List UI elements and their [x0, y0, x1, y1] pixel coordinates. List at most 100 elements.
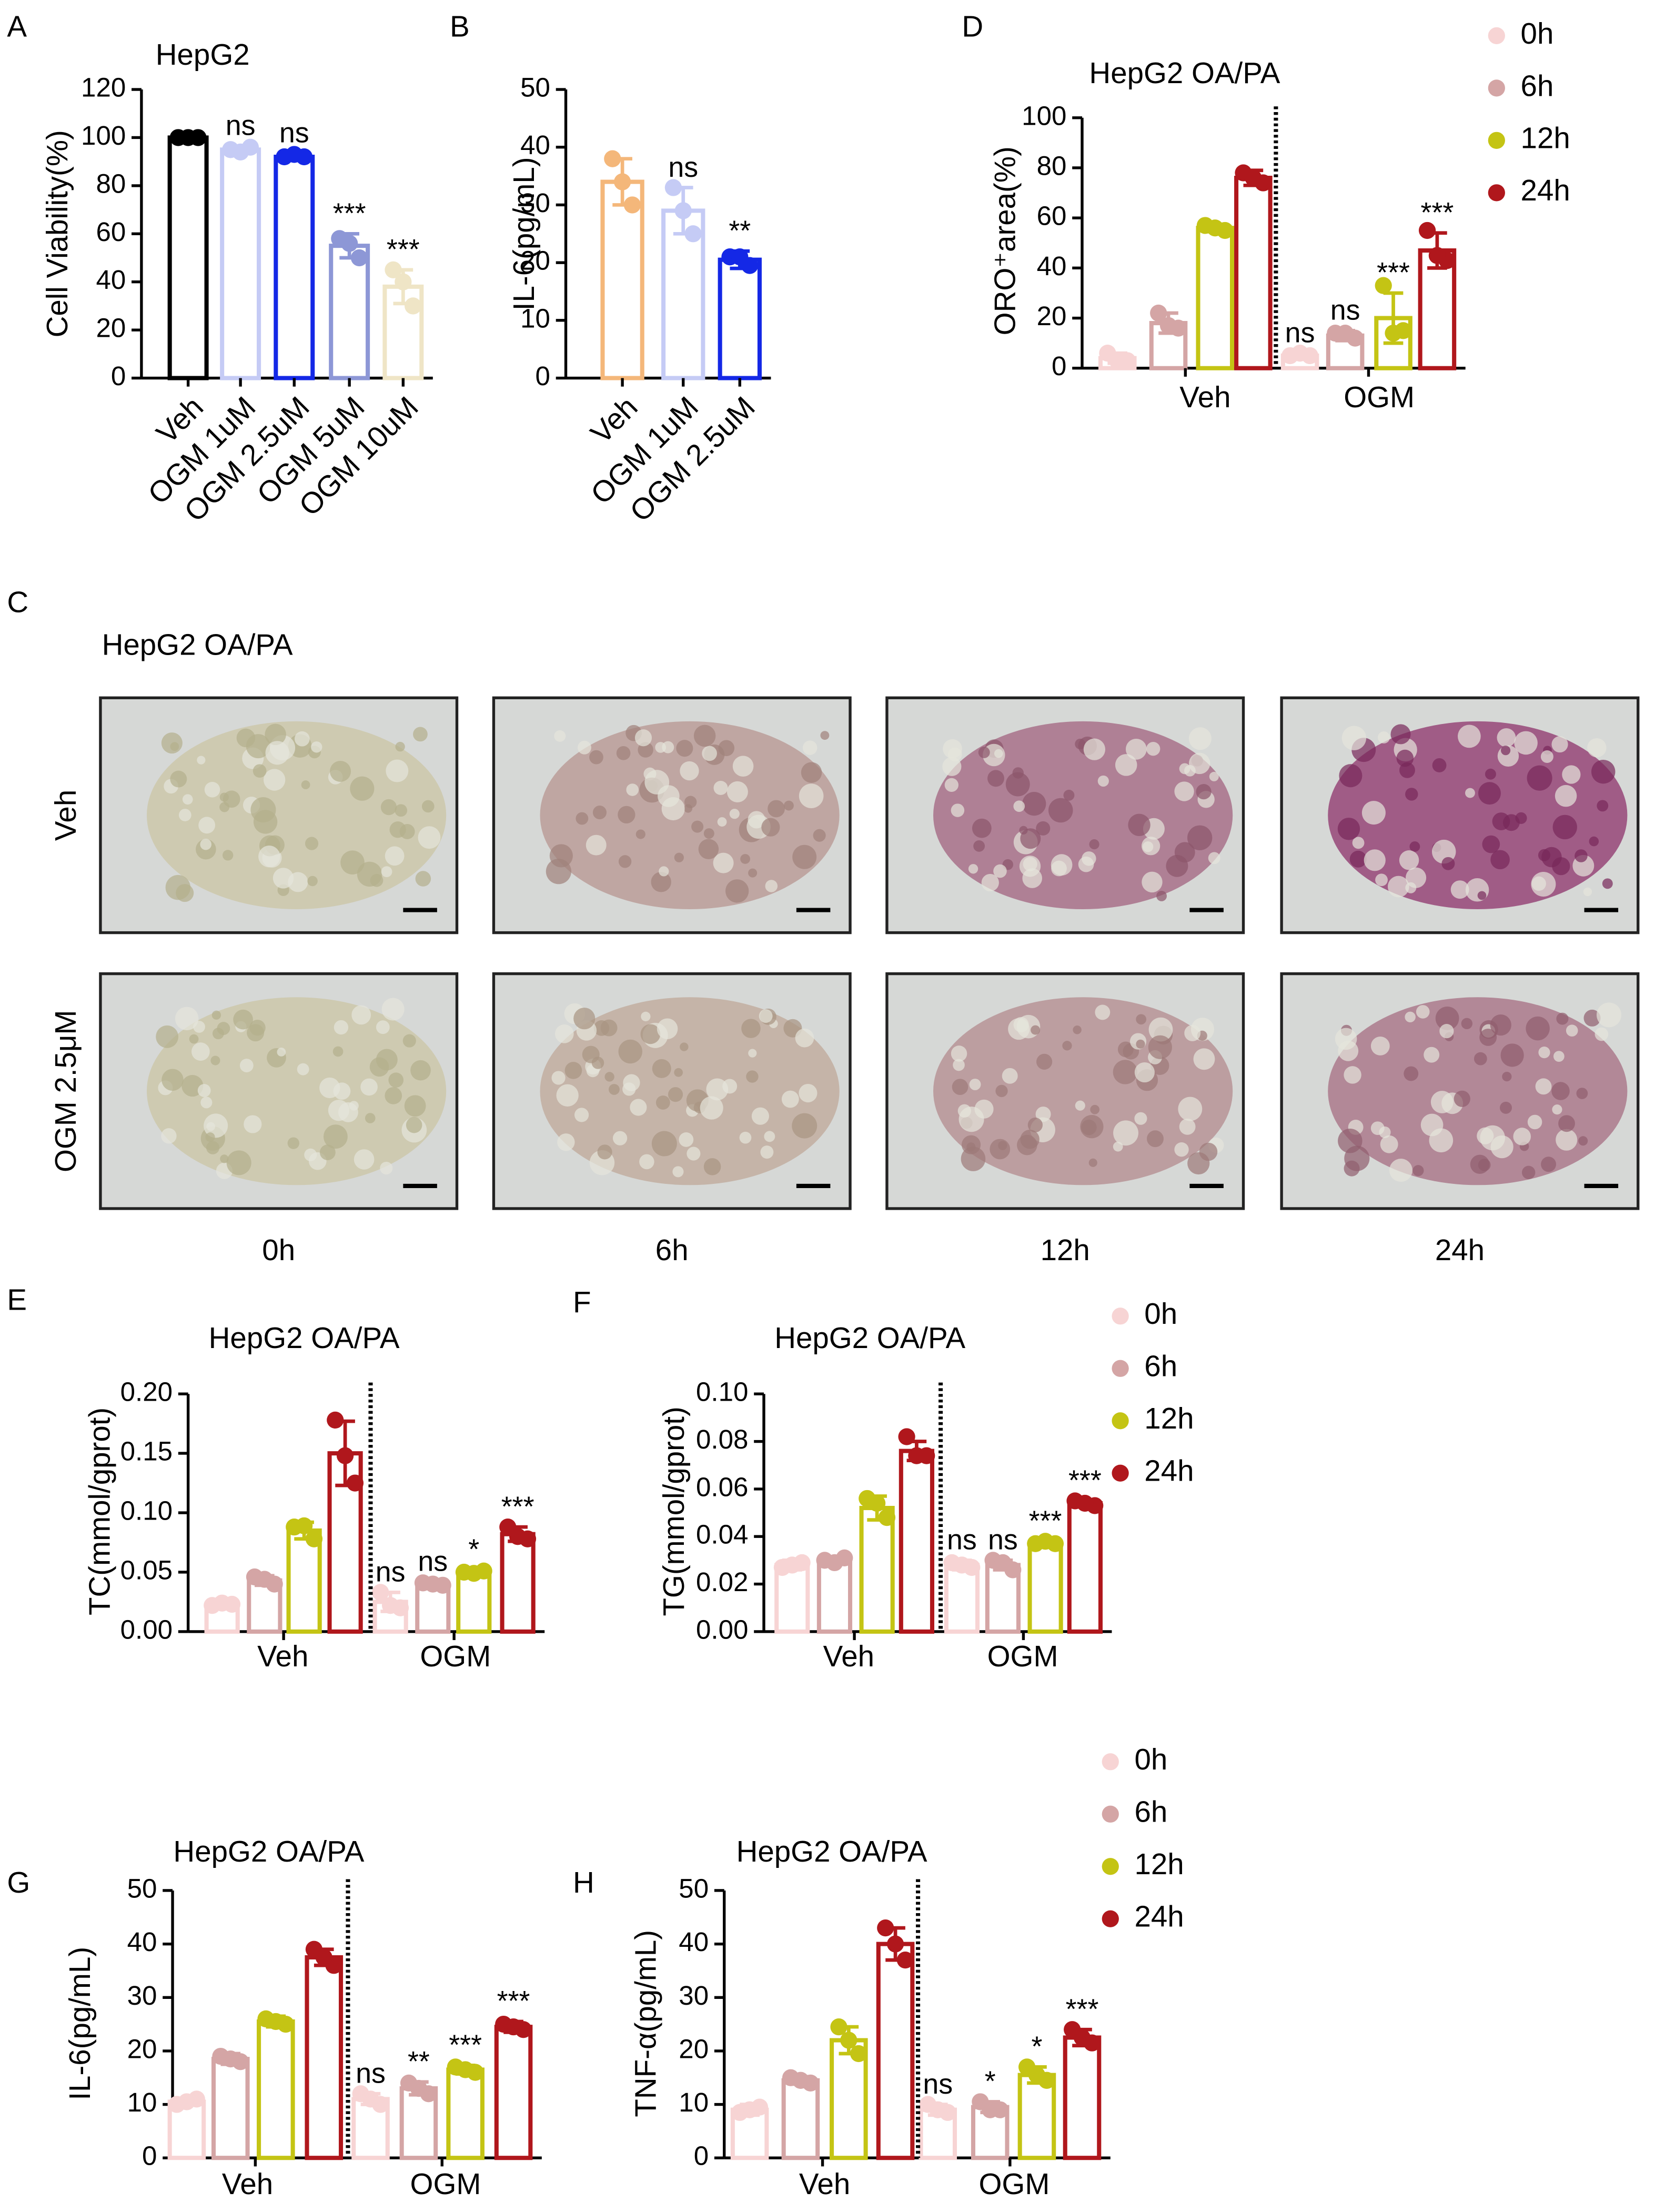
- panel-letter: G: [7, 1866, 30, 1899]
- significance-label: ***: [333, 198, 366, 229]
- cell: [1454, 1090, 1470, 1107]
- cell: [239, 1059, 254, 1072]
- cell: [340, 850, 365, 875]
- data-point: [878, 1509, 896, 1526]
- cell: [219, 792, 229, 802]
- significance-label: ns: [988, 1524, 1018, 1556]
- cell: [549, 844, 573, 868]
- significance-label: **: [729, 215, 751, 246]
- cell: [1522, 1165, 1536, 1180]
- cell: [1075, 738, 1086, 750]
- y-tick-label: 0.02: [696, 1567, 748, 1597]
- cell: [1479, 1028, 1497, 1046]
- cell: [1514, 731, 1538, 755]
- y-axis-label: TC(mmol/gprot): [83, 1407, 116, 1615]
- cell: [1136, 1039, 1145, 1049]
- cell: [249, 1020, 266, 1036]
- cell: [973, 840, 985, 852]
- cell: [1156, 891, 1167, 901]
- cell: [597, 1144, 612, 1160]
- data-point: [336, 1447, 354, 1464]
- cell: [176, 884, 194, 902]
- bar: [274, 154, 315, 380]
- cell: [182, 794, 193, 805]
- y-tick-label: 0: [694, 2141, 709, 2171]
- cell: [659, 866, 669, 877]
- cell: [958, 1107, 984, 1132]
- legend-label: 12h: [1134, 1847, 1184, 1881]
- cell: [1587, 738, 1607, 758]
- panel-letter: A: [7, 9, 27, 43]
- bar: [456, 1570, 492, 1634]
- cell: [1412, 1165, 1424, 1177]
- panel-letter: D: [962, 9, 983, 43]
- cell: [655, 742, 667, 753]
- y-tick-label: 0.04: [696, 1520, 748, 1550]
- data-point: [1418, 222, 1436, 239]
- data-point: [1036, 1533, 1054, 1550]
- data-point: [395, 273, 412, 290]
- data-point: [1375, 277, 1392, 294]
- significance-label: ***: [501, 1491, 534, 1522]
- cell: [1527, 765, 1552, 791]
- cell: [381, 866, 392, 878]
- legend-label: 24h: [1521, 174, 1570, 207]
- cell: [415, 871, 431, 887]
- significance-label: ***: [1421, 197, 1454, 228]
- cell: [591, 1057, 604, 1069]
- cell: [404, 1095, 426, 1117]
- micrograph: [1280, 972, 1640, 1210]
- cell: [161, 732, 183, 754]
- y-tick-label: 50: [679, 1873, 709, 1903]
- cell: [990, 1139, 1011, 1160]
- significance-label: *: [1031, 2031, 1042, 2063]
- cell: [253, 764, 267, 778]
- cell: [1017, 1134, 1037, 1155]
- data-point: [1076, 1494, 1094, 1512]
- cell: [674, 1068, 683, 1077]
- data-point: [982, 2101, 999, 2118]
- cell: [175, 1007, 199, 1031]
- y-axis-label: ORO⁺area(%): [988, 146, 1021, 335]
- cell: [1515, 812, 1527, 824]
- y-tick-label: 40: [96, 265, 126, 295]
- bar: [781, 2078, 820, 2160]
- cell: [1349, 850, 1367, 868]
- cell: [564, 1062, 582, 1079]
- cell: [761, 818, 780, 837]
- cell: [651, 872, 671, 892]
- cell: [200, 1097, 213, 1109]
- bar: [257, 2019, 295, 2160]
- bar: [211, 2057, 250, 2160]
- data-point: [405, 297, 422, 315]
- cell: [641, 1011, 651, 1022]
- cell: [1405, 867, 1427, 888]
- chart-title: HepG2 OA/PA: [774, 1321, 965, 1354]
- micrograph-frame: [1280, 696, 1640, 934]
- cell: [801, 762, 822, 783]
- cell: [765, 880, 778, 892]
- cell: [651, 1131, 677, 1157]
- cell: [338, 1102, 358, 1122]
- cell: [1430, 1091, 1454, 1113]
- cell: [388, 1072, 404, 1088]
- cell: [1339, 764, 1363, 788]
- cell: [679, 1132, 694, 1147]
- cell: [1193, 1048, 1215, 1070]
- cell: [1174, 1142, 1189, 1157]
- cell: [586, 834, 607, 856]
- cell: [748, 868, 758, 878]
- y-tick-label: 0: [1052, 351, 1066, 381]
- data-point: [929, 2101, 946, 2118]
- cell: [717, 817, 727, 827]
- y-tick-label: 80: [96, 168, 126, 198]
- y-tick-label: 50: [520, 73, 550, 103]
- cell: [995, 1084, 1008, 1098]
- row-label: OGM 2.5μM: [49, 1010, 82, 1172]
- cell: [1441, 857, 1455, 870]
- chart-title: HepG2: [156, 38, 250, 71]
- cell: [616, 746, 631, 760]
- data-point: [504, 2018, 522, 2036]
- data-point: [731, 248, 749, 266]
- data-point: [840, 2032, 857, 2049]
